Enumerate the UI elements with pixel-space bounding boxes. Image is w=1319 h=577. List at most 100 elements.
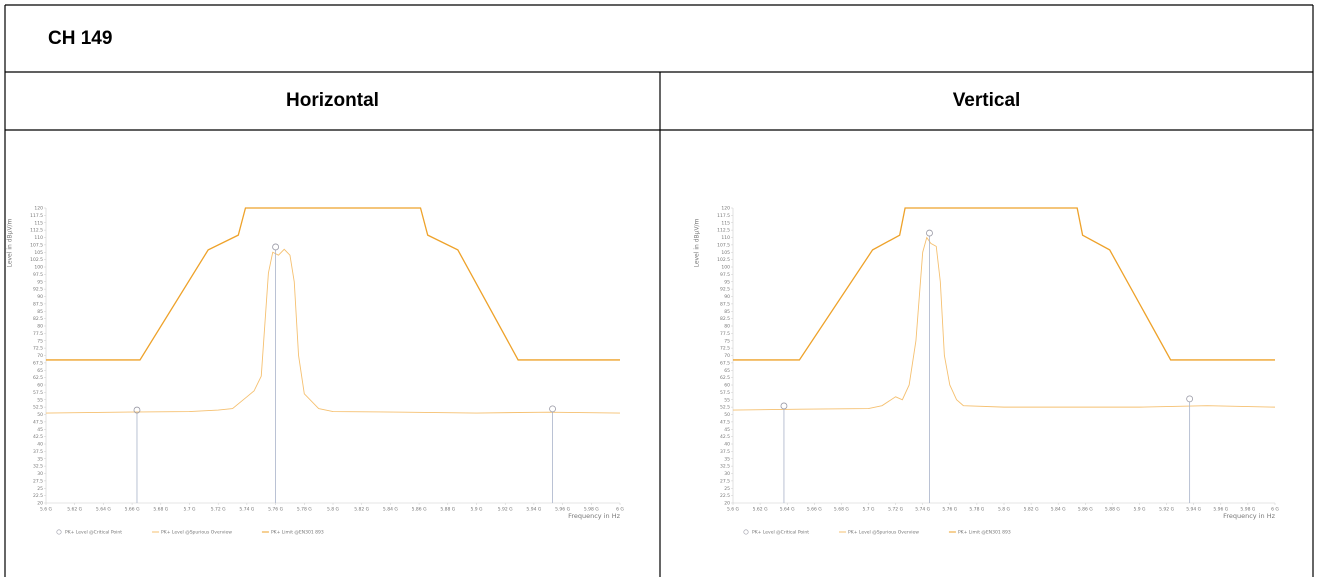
y-tick-label: 27.5: [720, 478, 730, 484]
limit-line: [46, 207, 620, 361]
y-tick-label: 80: [37, 324, 43, 330]
x-tick-label: 5.68 G: [153, 507, 168, 513]
trace-line: [732, 236, 1276, 411]
y-tick-label: 85: [37, 309, 43, 315]
x-tick-label: 5.6 G: [40, 507, 53, 513]
y-tick-label: 42.5: [720, 434, 730, 440]
y-axis-label: Level in dBμV/m: [7, 218, 14, 267]
x-tick-label: 5.9 G: [470, 507, 483, 513]
y-tick-label: 92.5: [720, 287, 730, 293]
y-tick-label: 77.5: [33, 331, 43, 337]
y-tick-label: 52.5: [33, 405, 43, 411]
y-tick-label: 100: [34, 265, 43, 271]
y-tick-label: 90: [37, 294, 43, 300]
y-tick-label: 70: [37, 353, 43, 359]
x-tick-label: 5.74 G: [239, 507, 254, 513]
trace-line: [45, 248, 621, 414]
y-tick-label: 102.5: [717, 257, 730, 263]
y-tick-label: 115: [721, 220, 730, 226]
y-tick-label: 20: [724, 501, 730, 507]
y-tick-label: 27.5: [33, 478, 43, 484]
x-tick-label: 5.82 G: [1024, 507, 1039, 513]
y-tick-label: 20: [37, 501, 43, 507]
y-tick-label: 110: [721, 235, 730, 241]
y-tick-label: 107.5: [30, 242, 43, 248]
y-tick-label: 95: [724, 279, 730, 285]
legend-swatch: [743, 529, 749, 535]
y-tick-label: 35: [37, 456, 43, 462]
x-tick-label: 5.78 G: [969, 507, 984, 513]
y-tick-label: 97.5: [720, 272, 730, 278]
x-axis-label: Frequency in Hz: [1223, 512, 1276, 520]
y-tick-label: 112.5: [717, 228, 730, 234]
x-tick-label: 5.82 G: [354, 507, 369, 513]
y-tick-label: 40: [37, 442, 43, 448]
y-tick-label: 102.5: [30, 257, 43, 263]
x-tick-label: 5.94 G: [1186, 507, 1201, 513]
y-tick-label: 22.5: [33, 493, 43, 499]
x-tick-label: 5.64 G: [96, 507, 111, 513]
y-tick-label: 72.5: [720, 346, 730, 352]
y-tick-label: 52.5: [720, 405, 730, 411]
critical-point: [272, 243, 280, 251]
x-tick-label: 5.84 G: [383, 507, 398, 513]
x-tick-label: 5.92 G: [1159, 507, 1174, 513]
column-header: Horizontal: [286, 90, 379, 111]
y-tick-label: 120: [34, 206, 43, 212]
x-tick-label: 5.66 G: [807, 507, 822, 513]
y-tick-label: 117.5: [717, 213, 730, 219]
x-tick-label: 5.74 G: [915, 507, 930, 513]
critical-point: [1186, 395, 1194, 403]
y-tick-label: 55: [724, 397, 730, 403]
y-tick-label: 30: [37, 471, 43, 477]
y-tick-label: 65: [724, 368, 730, 374]
y-tick-label: 100: [721, 265, 730, 271]
y-tick-label: 22.5: [720, 493, 730, 499]
x-axis-label: Frequency in Hz: [568, 512, 621, 520]
x-tick-label: 5.86 G: [412, 507, 427, 513]
y-tick-label: 45: [724, 427, 730, 433]
y-tick-label: 42.5: [33, 434, 43, 440]
limit-line: [733, 207, 1275, 361]
x-tick-label: 5.64 G: [780, 507, 795, 513]
x-tick-label: 5.6 G: [727, 507, 740, 513]
y-axis-label: Level in dBμV/m: [694, 218, 701, 267]
y-tick-label: 117.5: [30, 213, 43, 219]
y-tick-label: 47.5: [720, 419, 730, 425]
x-tick-label: 6 G: [1271, 507, 1279, 513]
y-tick-label: 37.5: [720, 449, 730, 455]
y-tick-label: 57.5: [720, 390, 730, 396]
y-tick-label: 110: [34, 235, 43, 241]
y-tick-label: 25: [724, 486, 730, 492]
legend-label: PK+ Limit @EN301 893: [271, 530, 324, 536]
y-tick-label: 40: [724, 442, 730, 448]
y-tick-label: 50: [724, 412, 730, 418]
y-tick-label: 60: [724, 383, 730, 389]
y-tick-label: 25: [37, 486, 43, 492]
y-tick-label: 65: [37, 368, 43, 374]
y-tick-label: 70: [724, 353, 730, 359]
y-tick-label: 77.5: [720, 331, 730, 337]
y-tick-label: 35: [724, 456, 730, 462]
column-header: Vertical: [952, 90, 1021, 111]
y-tick-label: 85: [724, 309, 730, 315]
x-tick-label: 5.9 G: [1133, 507, 1146, 513]
critical-point: [133, 406, 141, 414]
y-tick-label: 72.5: [33, 346, 43, 352]
x-tick-label: 5.94 G: [526, 507, 541, 513]
x-tick-label: 5.72 G: [888, 507, 903, 513]
legend-swatch: [56, 529, 62, 535]
legend-label: PK+ Level @Critical Point: [752, 530, 809, 536]
x-tick-label: 5.96 G: [555, 507, 570, 513]
y-tick-label: 75: [37, 338, 43, 344]
x-tick-label: 5.78 G: [297, 507, 312, 513]
y-tick-label: 55: [37, 397, 43, 403]
y-tick-label: 87.5: [720, 301, 730, 307]
y-tick-label: 87.5: [33, 301, 43, 307]
x-tick-label: 5.88 G: [440, 507, 455, 513]
critical-point: [926, 229, 933, 237]
y-tick-label: 90: [724, 294, 730, 300]
y-tick-label: 32.5: [720, 464, 730, 470]
